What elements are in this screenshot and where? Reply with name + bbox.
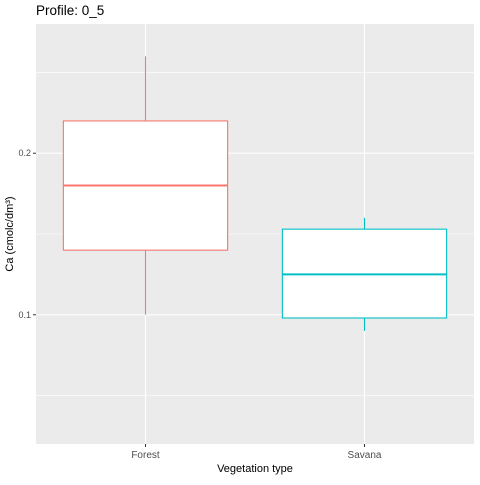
- y-axis: 0.1 0.2: [18, 148, 36, 320]
- y-axis-title: Ca (cmolc/dm³): [4, 196, 16, 271]
- y-tick-label: 0.2: [18, 148, 31, 158]
- x-axis-title: Vegetation type: [217, 463, 293, 475]
- x-tick-label: Forest: [131, 450, 160, 461]
- chart-title: Profile: 0_5: [36, 3, 104, 18]
- box-savana: [281, 217, 448, 331]
- y-tick-label: 0.1: [18, 310, 31, 320]
- box-layer: [62, 56, 448, 331]
- x-axis: Forest Savana: [131, 444, 382, 461]
- box-forest: [62, 56, 229, 315]
- x-tick-label: Savana: [348, 450, 382, 461]
